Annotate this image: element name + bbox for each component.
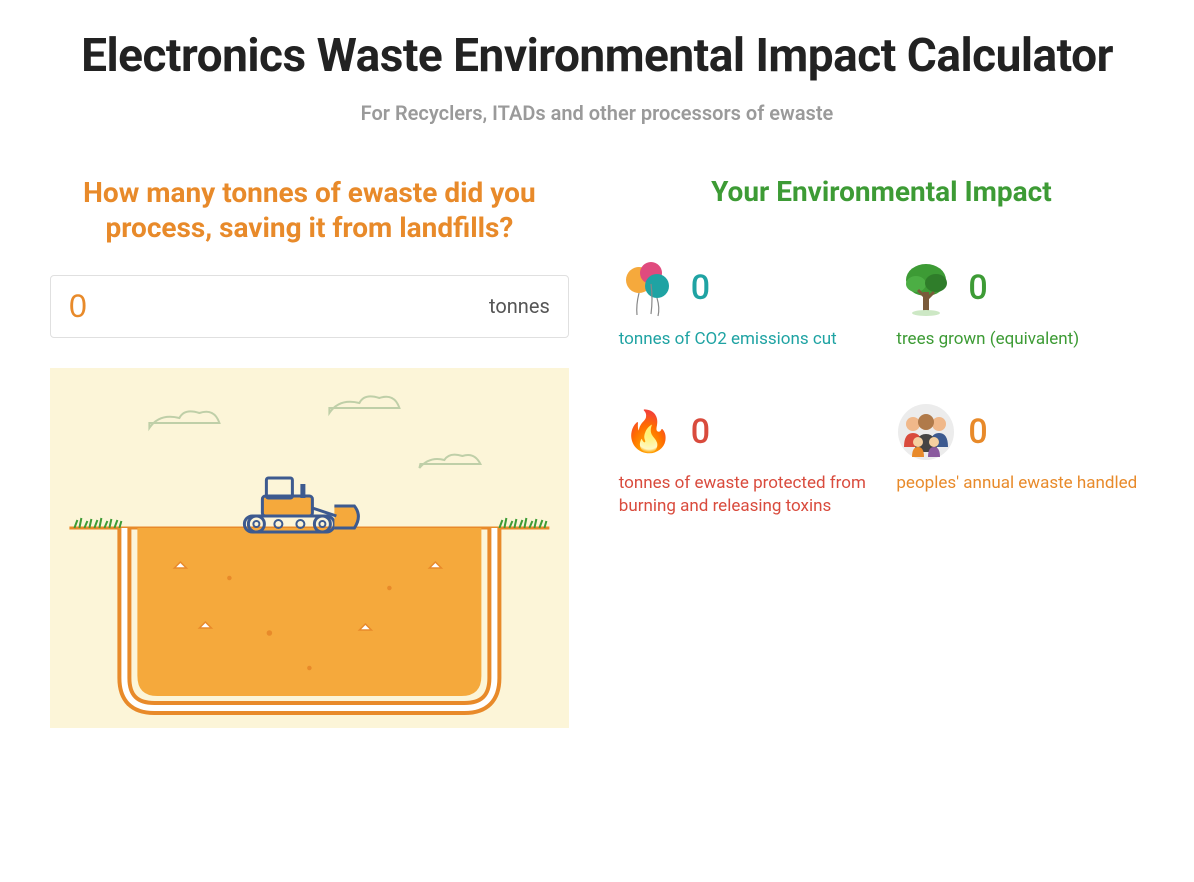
people-icon — [896, 402, 956, 462]
metric-trees: 0 trees grown (equivalent) — [896, 258, 1144, 352]
metric-people: 0 peoples' annual ewaste handled — [896, 402, 1144, 520]
people-label: peoples' annual ewaste handled — [896, 472, 1144, 496]
impact-column: Your Environmental Impact 0 — [619, 175, 1144, 728]
input-question: How many tonnes of ewaste did you proces… — [50, 175, 569, 245]
metric-co2: 0 tonnes of CO2 emissions cut — [619, 258, 867, 352]
input-column: How many tonnes of ewaste did you proces… — [50, 175, 569, 728]
balloons-icon — [619, 258, 679, 318]
header: Electronics Waste Environmental Impact C… — [50, 30, 1144, 125]
tonnes-unit: tonnes — [489, 294, 550, 318]
impact-title: Your Environmental Impact — [619, 175, 1144, 208]
co2-label: tonnes of CO2 emissions cut — [619, 328, 867, 352]
metric-burning: 🔥 0 tonnes of ewaste protected from burn… — [619, 402, 867, 520]
tonnes-input-wrap[interactable]: tonnes — [50, 275, 569, 338]
tonnes-input[interactable] — [69, 288, 489, 325]
content: How many tonnes of ewaste did you proces… — [50, 175, 1144, 728]
co2-value: 0 — [691, 268, 710, 308]
metrics-grid: 0 tonnes of CO2 emissions cut — [619, 258, 1144, 519]
fire-icon: 🔥 — [619, 402, 679, 462]
tree-icon — [896, 258, 956, 318]
page-title: Electronics Waste Environmental Impact C… — [50, 30, 1144, 83]
trees-label: trees grown (equivalent) — [896, 328, 1144, 352]
people-value: 0 — [968, 412, 987, 452]
page-subtitle: For Recyclers, ITADs and other processor… — [50, 101, 1144, 125]
burning-label: tonnes of ewaste protected from burning … — [619, 472, 867, 520]
trees-value: 0 — [968, 268, 987, 308]
burning-value: 0 — [691, 412, 710, 452]
landfill-illustration — [50, 368, 569, 728]
